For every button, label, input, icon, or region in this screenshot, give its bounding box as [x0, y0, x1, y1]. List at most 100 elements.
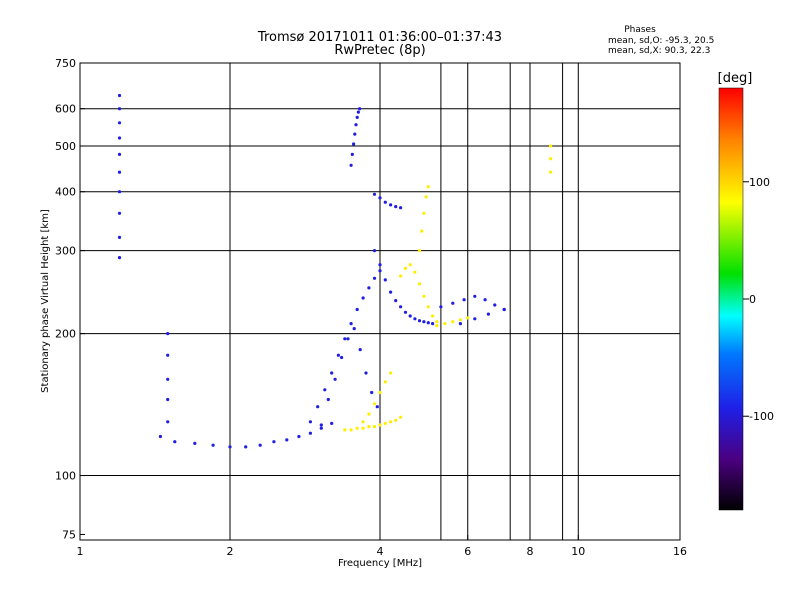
- x-axis: 1 2 4 6 8 10 16: [77, 535, 687, 558]
- data-point-o: [117, 121, 122, 125]
- data-point-x: [378, 423, 382, 427]
- data-point-o: [166, 353, 170, 357]
- data-point-o: [166, 332, 170, 336]
- data-point-x: [349, 428, 353, 432]
- data-point-o: [352, 327, 356, 331]
- data-point-x: [422, 211, 426, 215]
- data-point-o: [308, 420, 312, 424]
- data-point-o: [308, 431, 312, 435]
- data-point-o: [319, 426, 323, 430]
- data-point-o: [378, 196, 382, 200]
- data-point-o: [370, 390, 374, 395]
- data-point-x: [549, 170, 553, 174]
- data-point-o: [493, 303, 497, 307]
- data-point-x: [422, 294, 426, 298]
- data-point-o: [323, 388, 327, 392]
- data-point-o: [211, 443, 215, 447]
- data-point-o: [399, 305, 403, 309]
- data-point-o: [372, 249, 377, 253]
- data-point-o: [389, 290, 393, 294]
- data-point-x: [383, 380, 387, 384]
- y-tick-label: 400: [55, 186, 76, 199]
- data-point-x: [343, 428, 347, 432]
- data-point-o: [375, 405, 379, 409]
- x-tick-label: 2: [227, 545, 234, 558]
- data-point-o: [343, 337, 347, 341]
- phase-stats-o: mean, sd,O: -95.3, 20.5: [608, 36, 714, 46]
- data-point-x: [420, 229, 424, 233]
- data-point-o: [413, 317, 417, 321]
- colorbar-label: [deg]: [718, 71, 753, 86]
- data-point-x: [417, 249, 422, 253]
- data-point-o: [439, 305, 443, 309]
- data-point-o: [285, 438, 289, 442]
- phase-stats: Phases mean, sd,O: -95.3, 20.5 mean, sd,…: [608, 25, 714, 56]
- data-point-o: [117, 152, 122, 156]
- data-point-x: [355, 426, 359, 430]
- data-point-x: [466, 316, 470, 320]
- y-tick-label: 200: [55, 328, 76, 341]
- data-point-o: [422, 320, 426, 324]
- y-axis: 75 100 200 300 400 500 600 750: [55, 57, 85, 541]
- data-point-o: [166, 377, 170, 381]
- colorbar-tick-label: -100: [749, 410, 774, 423]
- data-point-x: [549, 144, 553, 148]
- data-point-x: [458, 318, 462, 322]
- x-tick-label: 1: [77, 545, 84, 558]
- data-point-o: [462, 298, 466, 302]
- data-point-x: [383, 421, 387, 425]
- data-point-o: [394, 299, 398, 303]
- data-point-o: [297, 434, 301, 439]
- x-tick-label: 16: [673, 545, 687, 558]
- data-point-o: [502, 307, 506, 312]
- data-point-o: [258, 443, 262, 447]
- data-point-x: [361, 420, 365, 424]
- data-point-o: [349, 322, 353, 326]
- data-point-o: [330, 371, 334, 375]
- data-point-o: [336, 353, 340, 357]
- y-tick-label: 750: [55, 57, 76, 70]
- data-point-o: [352, 142, 356, 146]
- data-point-o: [117, 235, 122, 239]
- data-point-o: [361, 296, 365, 300]
- data-point-o: [272, 440, 276, 444]
- x-tick-label: 4: [377, 545, 384, 558]
- data-point-x: [424, 195, 428, 199]
- colorbar-ticks: 100 0 -100: [743, 176, 774, 423]
- data-point-x: [361, 426, 365, 430]
- data-point-o: [355, 307, 359, 312]
- data-point-x: [426, 305, 430, 309]
- colorbar: [deg] 100 0 -100: [718, 71, 774, 511]
- data-point-o: [458, 322, 462, 326]
- data-point-o: [193, 441, 197, 445]
- data-point-x: [389, 371, 393, 375]
- data-point-x: [435, 320, 439, 324]
- data-point-o: [399, 206, 403, 210]
- data-point-o: [228, 445, 232, 449]
- data-point-o: [431, 322, 435, 326]
- data-point-o: [383, 278, 387, 282]
- data-point-x: [417, 282, 422, 286]
- data-point-o: [372, 192, 377, 196]
- data-point-o: [417, 319, 422, 323]
- data-point-o: [173, 440, 177, 444]
- data-point-x: [378, 390, 382, 395]
- data-point-o: [355, 115, 359, 119]
- data-point-x: [435, 324, 439, 328]
- data-point-o: [486, 312, 490, 316]
- data-point-o: [117, 190, 122, 194]
- x-axis-label: Frequency [MHz]: [338, 558, 422, 569]
- data-point-o: [451, 301, 455, 305]
- data-point-o: [166, 420, 170, 424]
- chart-title: Tromsø 20171011 01:36:00–01:37:43: [257, 30, 502, 45]
- data-point-x: [367, 412, 371, 416]
- colorbar-gradient: [718, 87, 744, 511]
- data-point-o: [358, 107, 362, 111]
- data-point-o: [367, 286, 371, 290]
- y-tick-label: 300: [55, 245, 76, 258]
- data-point-o: [364, 371, 368, 375]
- data-point-o: [408, 314, 412, 318]
- data-point-o: [158, 434, 162, 439]
- data-point-x: [549, 157, 553, 161]
- data-point-x: [389, 420, 393, 424]
